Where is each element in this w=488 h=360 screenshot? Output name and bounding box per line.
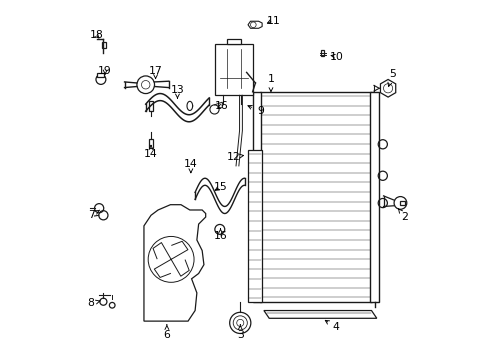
Bar (226, 39, 241, 44)
Text: 9: 9 (247, 105, 263, 116)
Text: 10: 10 (328, 51, 343, 62)
Text: 16: 16 (214, 101, 228, 111)
Text: 16: 16 (213, 229, 227, 242)
Text: 18: 18 (89, 30, 103, 40)
Text: 4: 4 (325, 320, 339, 333)
Bar (148, 101, 153, 111)
Text: 8: 8 (87, 298, 100, 309)
Text: 6: 6 (163, 325, 170, 340)
Text: 14: 14 (144, 145, 158, 158)
Text: 15: 15 (213, 182, 227, 192)
Bar (102, 42, 105, 48)
Bar (370, 92, 379, 302)
Text: 14: 14 (183, 159, 197, 173)
Text: 1: 1 (267, 75, 274, 91)
Text: 11: 11 (266, 15, 280, 26)
Bar (214, 44, 253, 95)
Bar (247, 150, 262, 302)
Bar (260, 92, 371, 302)
Text: 12: 12 (226, 152, 243, 162)
Text: 13: 13 (170, 85, 184, 98)
Text: 3: 3 (236, 325, 243, 340)
Bar (148, 139, 153, 148)
Text: 17: 17 (148, 66, 162, 79)
Text: 19: 19 (98, 66, 112, 76)
Text: 5: 5 (387, 69, 395, 86)
Bar (97, 73, 104, 77)
Bar (321, 50, 324, 56)
Text: 2: 2 (398, 209, 407, 222)
Bar (400, 201, 404, 205)
Bar (252, 92, 261, 302)
Text: 7: 7 (87, 210, 100, 220)
